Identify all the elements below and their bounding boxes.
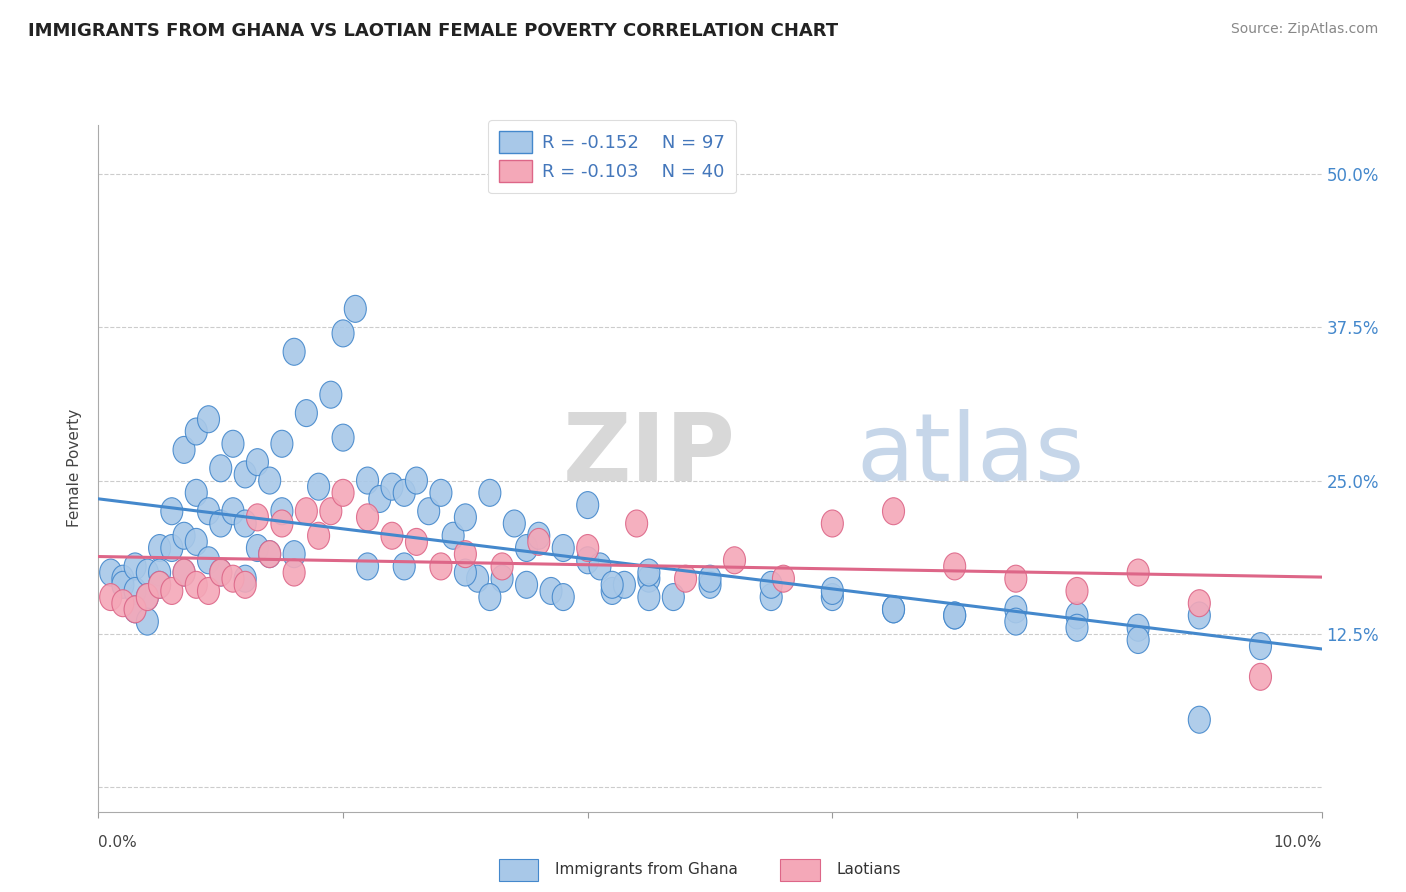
Y-axis label: Female Poverty: Female Poverty [67,409,83,527]
Text: Laotians: Laotians [837,863,901,877]
Text: Immigrants from Ghana: Immigrants from Ghana [555,863,738,877]
Text: 0.0%: 0.0% [98,836,138,850]
Text: Source: ZipAtlas.com: Source: ZipAtlas.com [1230,22,1378,37]
Text: 10.0%: 10.0% [1274,836,1322,850]
Text: IMMIGRANTS FROM GHANA VS LAOTIAN FEMALE POVERTY CORRELATION CHART: IMMIGRANTS FROM GHANA VS LAOTIAN FEMALE … [28,22,838,40]
Legend: R = -0.152    N = 97, R = -0.103    N = 40: R = -0.152 N = 97, R = -0.103 N = 40 [488,120,737,193]
Text: ZIP: ZIP [564,409,737,500]
Text: atlas: atlas [856,409,1085,500]
